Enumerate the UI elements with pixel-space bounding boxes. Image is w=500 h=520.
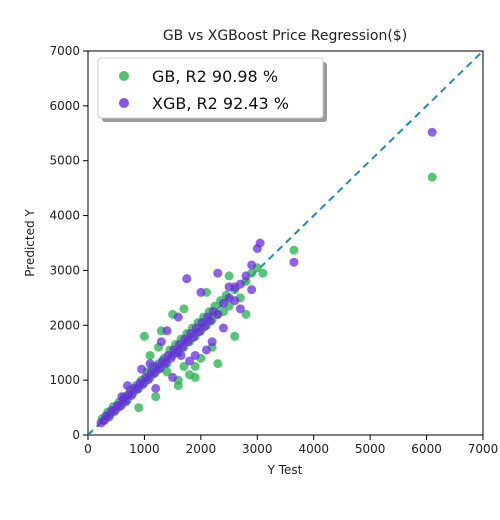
xgb-point (162, 326, 172, 336)
xgb-point (190, 350, 200, 360)
xgb-point (168, 372, 178, 382)
gb-point (289, 245, 299, 255)
y-tick-label: 7000 (49, 44, 80, 58)
y-tick-label: 0 (72, 428, 80, 442)
xgb-point (185, 356, 195, 366)
gb-point (151, 392, 161, 402)
x-ticks: 0 1000 2000 3000 4000 5000 6000 7000 (84, 435, 498, 456)
xgb-point (177, 342, 187, 352)
title-group: GB vs XGBoost Price Regression($) (163, 28, 407, 44)
y-tick-label: 1000 (49, 373, 80, 387)
gb-point (224, 271, 234, 281)
x-tick-label: 7000 (468, 442, 499, 456)
xgb-point (213, 309, 223, 319)
y-tick-label: 5000 (49, 154, 80, 168)
reference-line (87, 50, 484, 436)
xgb-point (126, 391, 136, 401)
x-tick-label: 4000 (298, 442, 329, 456)
xgb-point (213, 268, 223, 278)
gb-point (179, 304, 189, 314)
chart-title: GB vs XGBoost Price Regression($) (163, 28, 407, 44)
xgb-point (155, 364, 165, 374)
gb-point (190, 361, 200, 371)
xgb-point (241, 271, 251, 281)
y-tick-label: 6000 (49, 99, 80, 113)
xgb-point (230, 296, 240, 306)
xgb-point (427, 127, 437, 137)
xgb-point (235, 279, 245, 289)
xgb-point (145, 359, 155, 369)
xgb-point (173, 312, 183, 322)
gb-point (241, 309, 251, 319)
gb-point (258, 268, 268, 278)
legend-marker-xgb (119, 98, 129, 108)
xgb-point (182, 274, 192, 284)
legend-label-xgb: XGB, R2 92.43 % (152, 94, 289, 113)
gb-point (162, 367, 172, 377)
xgb-point (289, 257, 299, 267)
x-tick-label: 0 (84, 442, 92, 456)
legend-marker-gb (119, 71, 129, 81)
legend-box (97, 57, 324, 119)
xgb-point (205, 316, 215, 326)
legend-label-gb: GB, R2 90.98 % (152, 67, 278, 86)
gb-point (134, 403, 144, 413)
y-ticks: 0 1000 2000 3000 4000 5000 6000 7000 (49, 44, 88, 442)
xgb-point (194, 327, 204, 337)
gb-point (427, 172, 437, 182)
x-tick-label: 1000 (129, 442, 160, 456)
xgb-point (235, 304, 245, 314)
xgb-point (189, 332, 199, 342)
x-tick-label: 5000 (355, 442, 386, 456)
x-tick-label: 3000 (242, 442, 273, 456)
xgb-point (143, 375, 153, 385)
xgb-point (176, 350, 186, 360)
y-tick-label: 3000 (49, 263, 80, 277)
xgb-point (202, 345, 211, 355)
xgb-point (117, 392, 127, 402)
xgb-point (200, 321, 210, 331)
xgb-point (218, 323, 228, 333)
xgb-point (207, 337, 217, 347)
xgb-point (196, 287, 206, 297)
xgb-point (255, 238, 265, 248)
xgb-point (218, 298, 228, 308)
gb-point (145, 350, 155, 360)
y-tick-label: 4000 (49, 209, 80, 223)
xgb-point (156, 337, 166, 347)
gb-point (179, 361, 189, 371)
y-axis-title: Predicted Y (23, 209, 37, 277)
points-layer (96, 127, 437, 428)
gb-point (230, 331, 240, 341)
xgb-point (247, 260, 257, 270)
gb-point (139, 331, 149, 341)
xgb-point (224, 282, 234, 292)
x-tick-label: 6000 (411, 442, 442, 456)
xgb-point (151, 383, 161, 393)
y-tick-label: 2000 (49, 318, 80, 332)
x-tick-label: 2000 (186, 442, 217, 456)
legend: GB, R2 90.98 % XGB, R2 92.43 % (97, 57, 327, 122)
x-axis-title: Y Test (267, 463, 303, 477)
xgb-point (247, 285, 257, 295)
gb-point (213, 359, 223, 369)
xgb-point (166, 353, 176, 363)
xgb-point (123, 381, 132, 391)
xgb-point (137, 364, 147, 374)
gb-point (185, 370, 195, 380)
